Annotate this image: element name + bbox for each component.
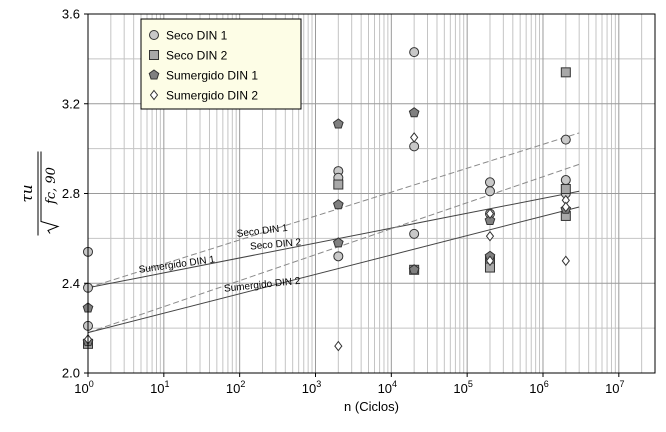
y-tick-label: 2.4 <box>62 276 80 291</box>
x-tick-label: 107 <box>605 379 624 396</box>
legend-label: Sumergido DIN 2 <box>166 89 258 103</box>
data-point <box>332 199 344 210</box>
x-tick-label: 100 <box>74 379 93 396</box>
x-tick-label: 101 <box>150 379 169 396</box>
x-tick-base: 10 <box>605 381 619 396</box>
y-label-numerator: τu <box>18 185 36 203</box>
x-tick-base: 10 <box>453 381 467 396</box>
data-point <box>484 177 495 188</box>
fit-line <box>87 132 580 289</box>
legend-box <box>140 18 302 110</box>
legend-marker <box>149 30 159 40</box>
y-tick-label: 3.6 <box>62 7 80 22</box>
data-point <box>409 141 420 152</box>
data-point <box>408 264 420 275</box>
legend-label: Sumergido DIN 1 <box>166 69 258 83</box>
fit-line <box>87 206 580 334</box>
y-tick-labels: 2.0 2.4 2.8 3.2 3.6 <box>62 7 88 381</box>
data-point <box>333 179 344 190</box>
data-point <box>334 340 343 352</box>
data-point <box>484 214 496 225</box>
y-axis-label: τu fc, 90 <box>18 151 60 236</box>
data-point <box>560 175 571 186</box>
y-label-radical <box>40 151 60 234</box>
data-point <box>332 118 344 129</box>
data-point <box>561 201 570 213</box>
y-tick-label: 3.2 <box>62 96 80 111</box>
x-tick-exponent: 0 <box>89 379 94 389</box>
legend-marker <box>149 50 159 60</box>
data-point <box>333 251 344 262</box>
data-point <box>409 47 420 58</box>
x-tick-labels: 100 101 102 103 104 105 106 107 <box>74 373 625 396</box>
legend-marker <box>148 69 160 80</box>
legend-label: Seco DIN 2 <box>166 49 228 63</box>
data-point <box>485 208 495 220</box>
x-tick-label: 106 <box>529 379 548 396</box>
legend-label: Seco DIN 1 <box>166 29 228 43</box>
x-tick-base: 10 <box>378 381 392 396</box>
x-tick-exponent: 5 <box>468 379 473 389</box>
x-tick-label: 103 <box>302 379 321 396</box>
x-tick-exponent: 4 <box>392 379 397 389</box>
x-axis-label: n (Ciclos) <box>344 399 399 414</box>
x-tick-label: 105 <box>453 379 472 396</box>
x-tick-base: 10 <box>74 381 88 396</box>
y-label-denominator: fc, 90 <box>44 167 59 205</box>
x-tick-label: 104 <box>378 379 397 396</box>
data-point <box>561 255 570 267</box>
fit-line-label: Seco DIN 2 <box>250 237 302 252</box>
x-tick-label: 102 <box>226 379 245 396</box>
fit-line <box>87 163 580 334</box>
fit-line <box>87 190 580 289</box>
data-point <box>485 255 495 267</box>
x-tick-exponent: 7 <box>620 379 625 389</box>
data-point <box>560 134 571 145</box>
x-tick-exponent: 6 <box>544 379 549 389</box>
y-tick-label: 2.0 <box>62 366 80 381</box>
data-point <box>408 107 420 118</box>
data-point <box>332 237 344 248</box>
legend: Seco DIN 1 Seco DIN 2 Sumergido DIN 1 Sumer… <box>140 18 302 110</box>
legend-marker <box>149 89 159 101</box>
x-tick-base: 10 <box>226 381 240 396</box>
x-tick-exponent: 2 <box>240 379 245 389</box>
data-point <box>484 186 495 197</box>
y-tick-label: 2.8 <box>62 186 80 201</box>
x-tick-base: 10 <box>529 381 543 396</box>
x-tick-exponent: 1 <box>165 379 170 389</box>
data-point <box>410 132 419 143</box>
fit-lines <box>87 132 580 334</box>
x-tick-base: 10 <box>302 381 316 396</box>
x-tick-exponent: 3 <box>316 379 321 389</box>
x-tick-base: 10 <box>150 381 164 396</box>
fit-line-label: Sumergido DIN 1 <box>138 254 216 276</box>
data-point <box>560 67 571 78</box>
data-point <box>485 230 495 242</box>
data-point <box>409 228 420 239</box>
data-point <box>560 184 571 195</box>
